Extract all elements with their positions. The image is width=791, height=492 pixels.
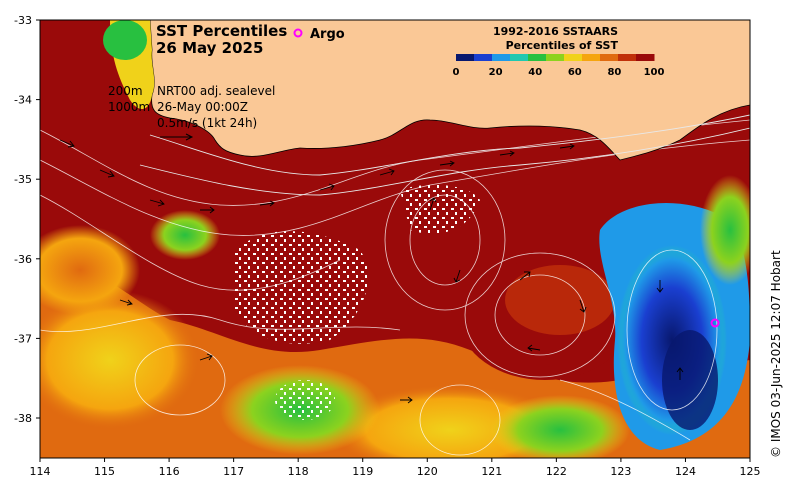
legend-title-line2: Percentiles of SST	[506, 39, 619, 52]
legend-swatch	[564, 54, 583, 61]
sst-green-patch-southeast	[490, 395, 630, 458]
legend-swatch	[582, 54, 601, 61]
argo-float-marker	[710, 318, 720, 328]
speed-scale-arrow	[160, 133, 194, 141]
legend-swatch	[492, 54, 511, 61]
sst-eddy-orange-ring	[505, 265, 615, 335]
x-tick-label: 125	[740, 465, 761, 478]
legend-tick-label: 40	[528, 67, 542, 78]
x-tick-label: 116	[159, 465, 180, 478]
cloud-gap-central	[235, 231, 369, 344]
legend-swatch	[456, 54, 475, 61]
x-tick-label: 122	[546, 465, 567, 478]
legend-colorbar	[456, 54, 655, 61]
map-frame	[39, 19, 751, 459]
map-area	[40, 20, 750, 458]
legend-swatch	[546, 54, 565, 61]
depth-1000m-label: 1000m	[108, 100, 150, 114]
y-tick-label: -34	[14, 94, 32, 107]
y-tick-label: -35	[14, 173, 32, 186]
map-title-line1: SST Percentiles	[156, 22, 287, 40]
x-tick-label: 121	[481, 465, 502, 478]
cloud-gap-north	[400, 184, 480, 234]
y-tick-label: -38	[14, 412, 32, 425]
current-arrows	[59, 124, 695, 404]
imos-credit: © IMOS 03-Jun-2025 12:07 Hobart	[769, 250, 783, 458]
legend-tick-label: 60	[568, 67, 582, 78]
legend-swatch	[618, 54, 637, 61]
sst-orange-patch-west	[40, 225, 140, 315]
argo-legend-label: Argo	[310, 27, 345, 42]
x-tick-label: 124	[675, 465, 696, 478]
sst-green-coast-patch	[103, 20, 147, 60]
x-axis: 114 115 116 117 118 119 120 121 122 123 124 125	[30, 458, 761, 478]
cloud-gap-south	[275, 380, 335, 420]
legend-swatch	[528, 54, 547, 61]
legend-swatch	[636, 54, 655, 61]
legend-tick-label: 20	[489, 67, 503, 78]
sst-green-patch-west	[150, 210, 220, 260]
sst-yellow-patch-southwest	[40, 290, 200, 430]
valid-time-label: 26-May 00:00Z	[157, 100, 248, 114]
legend-swatch	[600, 54, 619, 61]
y-tick-label: -37	[14, 332, 32, 345]
y-axis: -33 -34 -35 -36 -37 -38	[14, 14, 40, 425]
sst-cold-core-inner	[662, 330, 718, 430]
x-tick-label: 123	[610, 465, 631, 478]
sealevel-label: NRT00 adj. sealevel	[157, 84, 275, 98]
y-tick-label: -33	[14, 14, 32, 27]
x-tick-label: 118	[288, 465, 309, 478]
legend-tick-label: 100	[644, 67, 665, 78]
legend-tick-label: 80	[607, 67, 621, 78]
bathymetry-contours	[139, 114, 750, 196]
depth-200m-label: 200m	[108, 84, 143, 98]
x-tick-label: 119	[352, 465, 373, 478]
legend-tick-label: 0	[453, 67, 460, 78]
argo-legend-marker	[293, 28, 303, 38]
legend-title-line1: 1992-2016 SSTAARS	[493, 25, 618, 38]
legend-swatch	[510, 54, 529, 61]
x-tick-label: 114	[30, 465, 51, 478]
legend-ticks: 0 20 40 60 80 100	[453, 67, 665, 78]
speed-scale-label: 0.5m/s (1kt 24h)	[157, 116, 257, 130]
legend-swatch	[474, 54, 493, 61]
y-tick-label: -36	[14, 253, 32, 266]
sst-green-edge-east	[700, 175, 750, 285]
x-tick-label: 120	[417, 465, 438, 478]
x-tick-label: 115	[94, 465, 115, 478]
sealevel-contours	[40, 119, 750, 456]
x-tick-label: 117	[223, 465, 244, 478]
map-title-line2: 26 May 2025	[156, 39, 263, 57]
